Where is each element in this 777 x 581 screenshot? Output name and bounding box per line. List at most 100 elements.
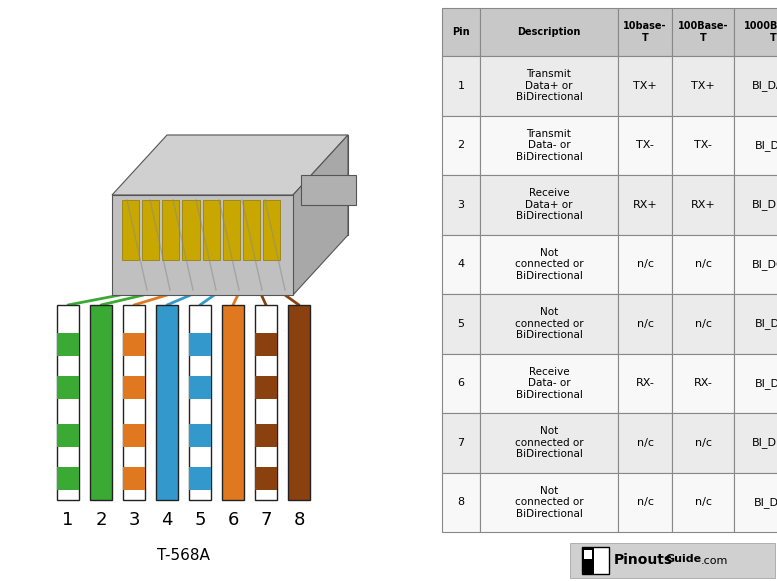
Bar bbox=[734, 56, 777, 116]
Text: 1000Base-
T: 1000Base- T bbox=[744, 21, 777, 43]
Text: 6: 6 bbox=[228, 511, 239, 529]
Text: TX+: TX+ bbox=[691, 81, 715, 91]
Bar bbox=[480, 116, 618, 175]
Bar bbox=[142, 200, 159, 260]
Text: BI_DD-: BI_DD- bbox=[754, 497, 777, 508]
Bar bbox=[189, 333, 211, 356]
Bar bbox=[90, 305, 112, 500]
Bar bbox=[167, 135, 348, 235]
Text: 8: 8 bbox=[458, 497, 465, 507]
Text: 5: 5 bbox=[458, 319, 465, 329]
Bar bbox=[301, 175, 356, 205]
Bar bbox=[672, 175, 734, 235]
Bar bbox=[480, 235, 618, 294]
Bar bbox=[242, 200, 260, 260]
Bar bbox=[734, 8, 777, 56]
Text: BI_DC-: BI_DC- bbox=[754, 318, 777, 329]
Text: 5: 5 bbox=[194, 511, 206, 529]
Bar bbox=[672, 413, 734, 472]
Bar bbox=[480, 353, 618, 413]
Text: Transmit
Data+ or
BiDirectional: Transmit Data+ or BiDirectional bbox=[516, 69, 583, 102]
Bar bbox=[442, 294, 480, 353]
Text: Description: Description bbox=[517, 27, 580, 37]
Text: BI_DD+: BI_DD+ bbox=[751, 437, 777, 448]
Bar bbox=[480, 472, 618, 532]
Text: .com: .com bbox=[701, 557, 728, 566]
Bar bbox=[162, 200, 179, 260]
Bar bbox=[480, 413, 618, 472]
Bar bbox=[255, 376, 277, 399]
Text: 1: 1 bbox=[62, 511, 74, 529]
Bar bbox=[480, 8, 618, 56]
Bar bbox=[582, 547, 594, 574]
Text: 10base-
T: 10base- T bbox=[623, 21, 667, 43]
Text: TX-: TX- bbox=[694, 140, 712, 150]
Text: 4: 4 bbox=[458, 259, 465, 269]
Text: RX+: RX+ bbox=[691, 200, 716, 210]
Text: 1: 1 bbox=[458, 81, 465, 91]
Text: Transmit
Data- or
BiDirectional: Transmit Data- or BiDirectional bbox=[516, 128, 583, 162]
Bar bbox=[672, 8, 734, 56]
Text: 4: 4 bbox=[162, 511, 172, 529]
Bar bbox=[442, 175, 480, 235]
Text: n/c: n/c bbox=[636, 497, 653, 507]
Bar bbox=[156, 305, 178, 500]
Bar bbox=[223, 200, 240, 260]
Bar bbox=[734, 116, 777, 175]
Bar bbox=[618, 116, 672, 175]
Text: Pinouts: Pinouts bbox=[614, 554, 673, 568]
Text: BI_DA-: BI_DA- bbox=[755, 140, 777, 150]
Bar bbox=[189, 424, 211, 447]
Bar bbox=[618, 56, 672, 116]
Bar bbox=[442, 116, 480, 175]
Bar bbox=[618, 413, 672, 472]
Bar bbox=[672, 116, 734, 175]
Bar bbox=[183, 200, 200, 260]
Bar bbox=[263, 200, 280, 260]
Bar bbox=[734, 175, 777, 235]
Text: Not
connected or
BiDirectional: Not connected or BiDirectional bbox=[514, 248, 584, 281]
Text: T-568A: T-568A bbox=[157, 547, 210, 562]
Text: n/c: n/c bbox=[695, 437, 712, 448]
Bar bbox=[123, 376, 145, 399]
Text: Not
connected or
BiDirectional: Not connected or BiDirectional bbox=[514, 426, 584, 460]
Text: Receive
Data+ or
BiDirectional: Receive Data+ or BiDirectional bbox=[516, 188, 583, 221]
Bar bbox=[189, 376, 211, 399]
Bar bbox=[618, 472, 672, 532]
Bar bbox=[57, 333, 79, 356]
Bar bbox=[255, 467, 277, 490]
Text: BI_DA+: BI_DA+ bbox=[752, 80, 777, 91]
Bar bbox=[672, 235, 734, 294]
Bar bbox=[255, 424, 277, 447]
Bar bbox=[480, 294, 618, 353]
Text: RX+: RX+ bbox=[632, 200, 657, 210]
Bar bbox=[442, 413, 480, 472]
Bar bbox=[255, 305, 277, 500]
Text: 7: 7 bbox=[458, 437, 465, 448]
Bar bbox=[672, 294, 734, 353]
Bar bbox=[618, 235, 672, 294]
Bar bbox=[203, 200, 220, 260]
Bar bbox=[582, 547, 609, 574]
Text: n/c: n/c bbox=[695, 259, 712, 269]
Bar bbox=[618, 8, 672, 56]
Bar bbox=[189, 305, 211, 500]
Bar bbox=[734, 235, 777, 294]
Text: n/c: n/c bbox=[695, 319, 712, 329]
Bar bbox=[480, 56, 618, 116]
Bar bbox=[442, 56, 480, 116]
Bar bbox=[480, 175, 618, 235]
Bar bbox=[57, 376, 79, 399]
Bar bbox=[570, 543, 775, 578]
Text: n/c: n/c bbox=[695, 497, 712, 507]
Bar bbox=[57, 424, 79, 447]
Text: 2: 2 bbox=[96, 511, 106, 529]
Bar bbox=[734, 353, 777, 413]
Bar bbox=[122, 200, 139, 260]
Polygon shape bbox=[293, 135, 348, 295]
Bar bbox=[112, 195, 293, 295]
Text: BI_DB+: BI_DB+ bbox=[752, 199, 777, 210]
Text: n/c: n/c bbox=[636, 437, 653, 448]
Text: RX-: RX- bbox=[636, 378, 654, 388]
Text: 3: 3 bbox=[458, 200, 465, 210]
